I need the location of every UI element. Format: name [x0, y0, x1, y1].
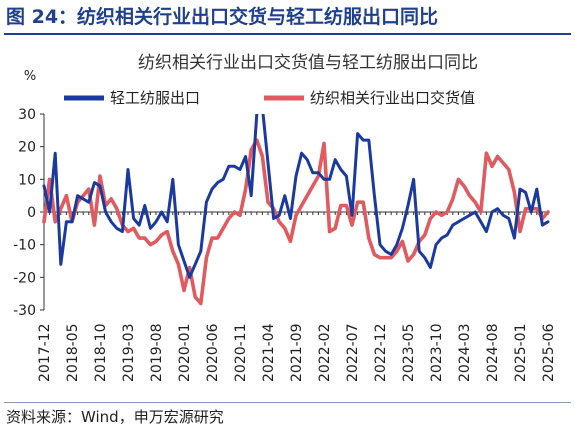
y-tick-label: -30: [13, 303, 36, 319]
source-note: 资料来源：Wind，申万宏源研究: [6, 408, 224, 426]
x-tick-label: 2018-05: [65, 324, 81, 383]
y-tick-label: -10: [13, 238, 36, 254]
y-tick-label: 0: [27, 205, 36, 221]
x-tick-label: 2020-01: [177, 324, 193, 383]
x-tick-label: 2024-03: [457, 324, 473, 383]
title-divider: [4, 33, 571, 35]
chart-title: 纺织相关行业出口交货值与轻工纺服出口同比: [138, 53, 478, 73]
x-tick-label: 2022-07: [345, 324, 361, 383]
y-tick-label: 10: [18, 172, 36, 188]
x-tick-label: 2025-06: [541, 323, 557, 382]
x-tick-label: 2021-09: [289, 324, 305, 383]
plot-area: -30 -20 -10 0 10 20 30 2017-12 2018-05 2018-10 201…: [13, 107, 557, 382]
series-line-red: [42, 138, 550, 306]
x-tick-label: 2025-01: [513, 324, 529, 383]
x-tick-label: 2017-12: [37, 324, 53, 383]
x-tick-label: 2023-05: [401, 324, 417, 383]
line-chart: 纺织相关行业出口交货值与轻工纺服出口同比 % 轻工纺服出口 纺织相关行业出口交货…: [13, 53, 557, 382]
series-line-blue: [42, 114, 550, 279]
y-tick-label: 30: [18, 107, 36, 123]
x-tick-label: 2024-08: [485, 324, 501, 383]
x-tick-label: 2019-03: [121, 324, 137, 383]
series-group: [42, 114, 550, 306]
legend: 轻工纺服出口 纺织相关行业出口交货值: [64, 89, 475, 107]
x-tick-label: 2019-08: [149, 324, 165, 383]
x-tick-label: 2020-06: [205, 323, 221, 382]
y-tick-label: -20: [13, 270, 36, 286]
x-tick-label: 2018-10: [93, 324, 109, 383]
x-tick-label: 2022-12: [373, 324, 389, 383]
y-tick-label: 20: [18, 140, 36, 156]
x-tick-label: 2022-02: [317, 324, 333, 383]
x-tick-label: 2023-10: [429, 324, 445, 383]
y-axis-unit: %: [24, 69, 36, 84]
x-tick-label: 2021-04: [261, 323, 277, 382]
x-tick-label: 2020-11: [233, 324, 249, 383]
figure-title: 图 24：纺织相关行业出口交货与轻工纺服出口同比: [6, 6, 439, 28]
legend-label-red: 纺织相关行业出口交货值: [310, 89, 475, 107]
legend-label-blue: 轻工纺服出口: [110, 89, 200, 107]
source-divider: [4, 402, 571, 403]
